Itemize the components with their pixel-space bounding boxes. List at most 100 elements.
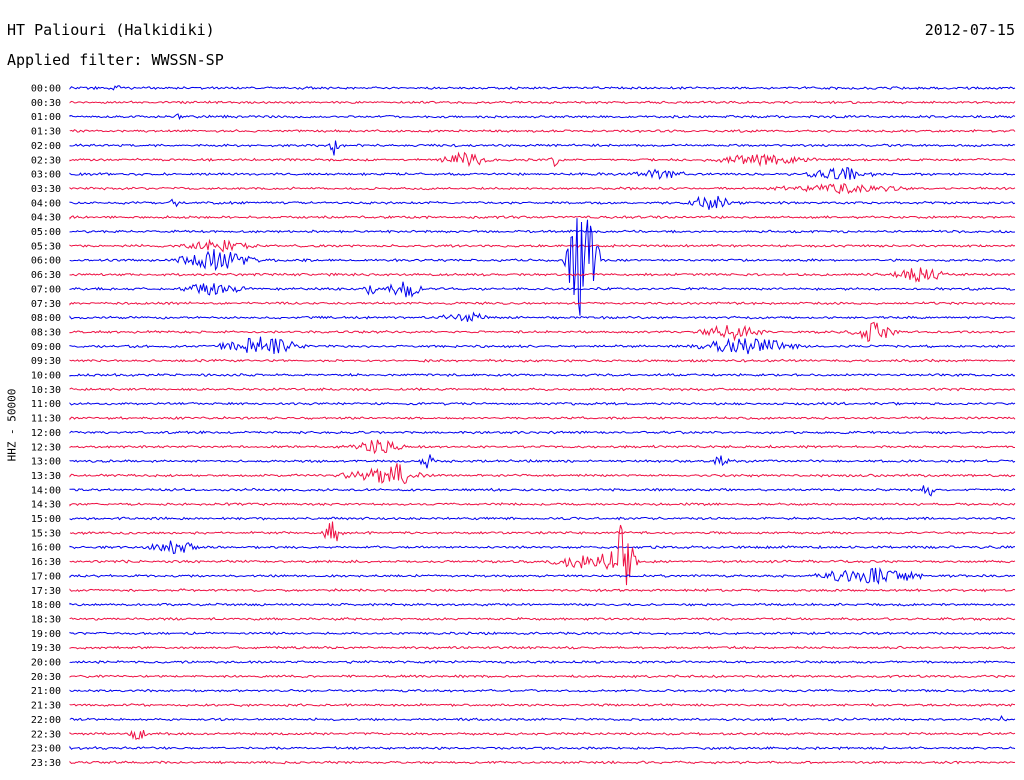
trace-line [69, 358, 1016, 363]
time-label: 19:30 [31, 643, 61, 654]
time-label: 05:30 [31, 241, 61, 252]
trace-line [69, 311, 1016, 322]
trace-line [69, 430, 1016, 435]
time-label: 23:30 [31, 758, 61, 769]
trace-line [69, 151, 1016, 168]
time-label: 06:00 [31, 256, 61, 267]
trace-line [69, 100, 1016, 105]
trace-line [69, 387, 1016, 392]
time-label: 20:00 [31, 658, 61, 669]
time-label: 01:00 [31, 112, 61, 123]
time-label: 11:00 [31, 399, 61, 410]
time-label: 02:30 [31, 155, 61, 166]
time-label: 07:30 [31, 299, 61, 310]
time-label: 00:30 [31, 98, 61, 109]
time-label: 02:00 [31, 141, 61, 152]
time-label: 20:30 [31, 672, 61, 683]
time-label: 13:30 [31, 471, 61, 482]
filter-label: Applied filter: WWSSN-SP [7, 51, 224, 69]
time-label: 03:30 [31, 184, 61, 195]
time-label: 01:30 [31, 127, 61, 138]
time-label: 15:30 [31, 528, 61, 539]
trace-line [69, 688, 1016, 693]
trace-line [69, 301, 1016, 306]
trace-line [69, 524, 1016, 586]
trace-line [69, 229, 1016, 234]
trace-line [69, 485, 1016, 497]
trace-line [69, 267, 1016, 283]
time-label: 13:00 [31, 457, 61, 468]
station-title: HT Paliouri (Halkidiki) [7, 21, 215, 39]
trace-line [69, 166, 1016, 180]
trace-line [69, 463, 1016, 485]
trace-line [69, 238, 1016, 253]
time-label: 14:00 [31, 485, 61, 496]
time-label: 22:00 [31, 715, 61, 726]
trace-line [69, 215, 1016, 220]
trace-line [69, 516, 1016, 521]
time-label: 06:30 [31, 270, 61, 281]
date-label: 2012-07-15 [924, 21, 1015, 39]
time-label: 18:30 [31, 614, 61, 625]
trace-line [69, 521, 1016, 542]
time-label: 09:30 [31, 356, 61, 367]
trace-line [69, 372, 1016, 378]
trace-line [69, 631, 1016, 636]
trace-line [69, 401, 1016, 406]
time-label: 16:00 [31, 543, 61, 554]
trace-line [69, 702, 1016, 708]
time-label: 12:00 [31, 428, 61, 439]
trace-line [69, 113, 1016, 121]
trace-line [69, 439, 1016, 455]
time-label: 17:30 [31, 586, 61, 597]
time-label: 22:30 [31, 729, 61, 740]
time-label: 19:00 [31, 629, 61, 640]
trace-line [69, 336, 1016, 355]
trace-line [69, 745, 1016, 751]
trace-line [69, 540, 1016, 555]
trace-line [69, 588, 1016, 593]
trace-line [69, 218, 1016, 316]
trace-line [69, 502, 1016, 507]
time-label: 08:00 [31, 313, 61, 324]
time-label: 21:30 [31, 701, 61, 712]
time-label: 11:30 [31, 414, 61, 425]
trace-line [69, 454, 1016, 469]
trace-line [69, 85, 1016, 91]
trace-line [69, 674, 1016, 679]
time-label: 10:30 [31, 385, 61, 396]
trace-line [69, 760, 1016, 765]
trace-line [69, 659, 1016, 664]
trace-line [69, 616, 1016, 621]
trace-line [69, 183, 1016, 195]
time-label: 14:30 [31, 500, 61, 511]
time-label: 04:30 [31, 213, 61, 224]
time-label: 08:30 [31, 327, 61, 338]
time-label: 16:30 [31, 557, 61, 568]
time-label: 10:00 [31, 371, 61, 382]
time-label: 23:00 [31, 744, 61, 755]
trace-line [69, 321, 1016, 343]
time-label: 09:00 [31, 342, 61, 353]
trace-line [69, 602, 1016, 607]
time-label: 04:00 [31, 198, 61, 209]
trace-line [69, 729, 1016, 740]
time-label: 12:30 [31, 442, 61, 453]
trace-line [69, 714, 1016, 722]
trace-line [69, 129, 1016, 134]
trace-line [69, 645, 1016, 650]
trace-line [69, 416, 1016, 421]
time-label: 18:00 [31, 600, 61, 611]
time-label: 17:00 [31, 571, 61, 582]
time-label: 21:00 [31, 686, 61, 697]
trace-line [69, 566, 1016, 585]
time-label: 15:00 [31, 514, 61, 525]
trace-line [69, 281, 1016, 298]
time-label: 05:00 [31, 227, 61, 238]
time-label: 00:00 [31, 84, 61, 95]
trace-line [69, 195, 1016, 210]
trace-line [69, 140, 1016, 156]
time-label: 03:00 [31, 170, 61, 181]
time-label: 07:00 [31, 284, 61, 295]
